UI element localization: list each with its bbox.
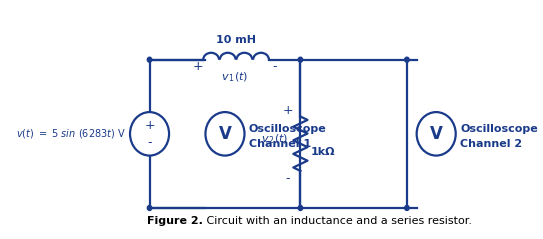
Text: V: V	[218, 125, 231, 143]
Text: $v_{\,1}(t)$: $v_{\,1}(t)$	[220, 71, 248, 84]
Text: V: V	[430, 125, 443, 143]
Circle shape	[147, 206, 151, 210]
Text: Oscilloscope: Oscilloscope	[460, 124, 538, 134]
Text: 10 mH: 10 mH	[216, 35, 256, 45]
Circle shape	[405, 57, 409, 62]
Text: -: -	[286, 172, 290, 185]
Text: -: -	[273, 60, 277, 73]
Circle shape	[416, 112, 456, 156]
Text: $v(t)\ =\ 5\ \mathit{sin}\ \mathit{(6283t)}\ \mathrm{V}$: $v(t)\ =\ 5\ \mathit{sin}\ \mathit{(6283…	[16, 127, 127, 140]
Text: 1kΩ: 1kΩ	[311, 147, 336, 157]
Circle shape	[298, 206, 302, 210]
Text: +: +	[283, 104, 293, 117]
Text: Channel 2: Channel 2	[460, 139, 522, 149]
Text: Channel 1: Channel 1	[249, 139, 311, 149]
Text: Figure 2.: Figure 2.	[147, 216, 203, 226]
Text: +: +	[144, 120, 155, 132]
Circle shape	[405, 206, 409, 210]
Text: $v_{\,2}(t)$: $v_{\,2}(t)$	[261, 132, 288, 146]
Circle shape	[130, 112, 169, 156]
Text: Circuit with an inductance and a series resistor.: Circuit with an inductance and a series …	[203, 216, 472, 226]
Text: -: -	[147, 136, 152, 149]
Circle shape	[205, 112, 244, 156]
Text: +: +	[192, 60, 203, 73]
Circle shape	[147, 57, 151, 62]
Circle shape	[298, 57, 302, 62]
Text: Oscilloscope: Oscilloscope	[249, 124, 327, 134]
